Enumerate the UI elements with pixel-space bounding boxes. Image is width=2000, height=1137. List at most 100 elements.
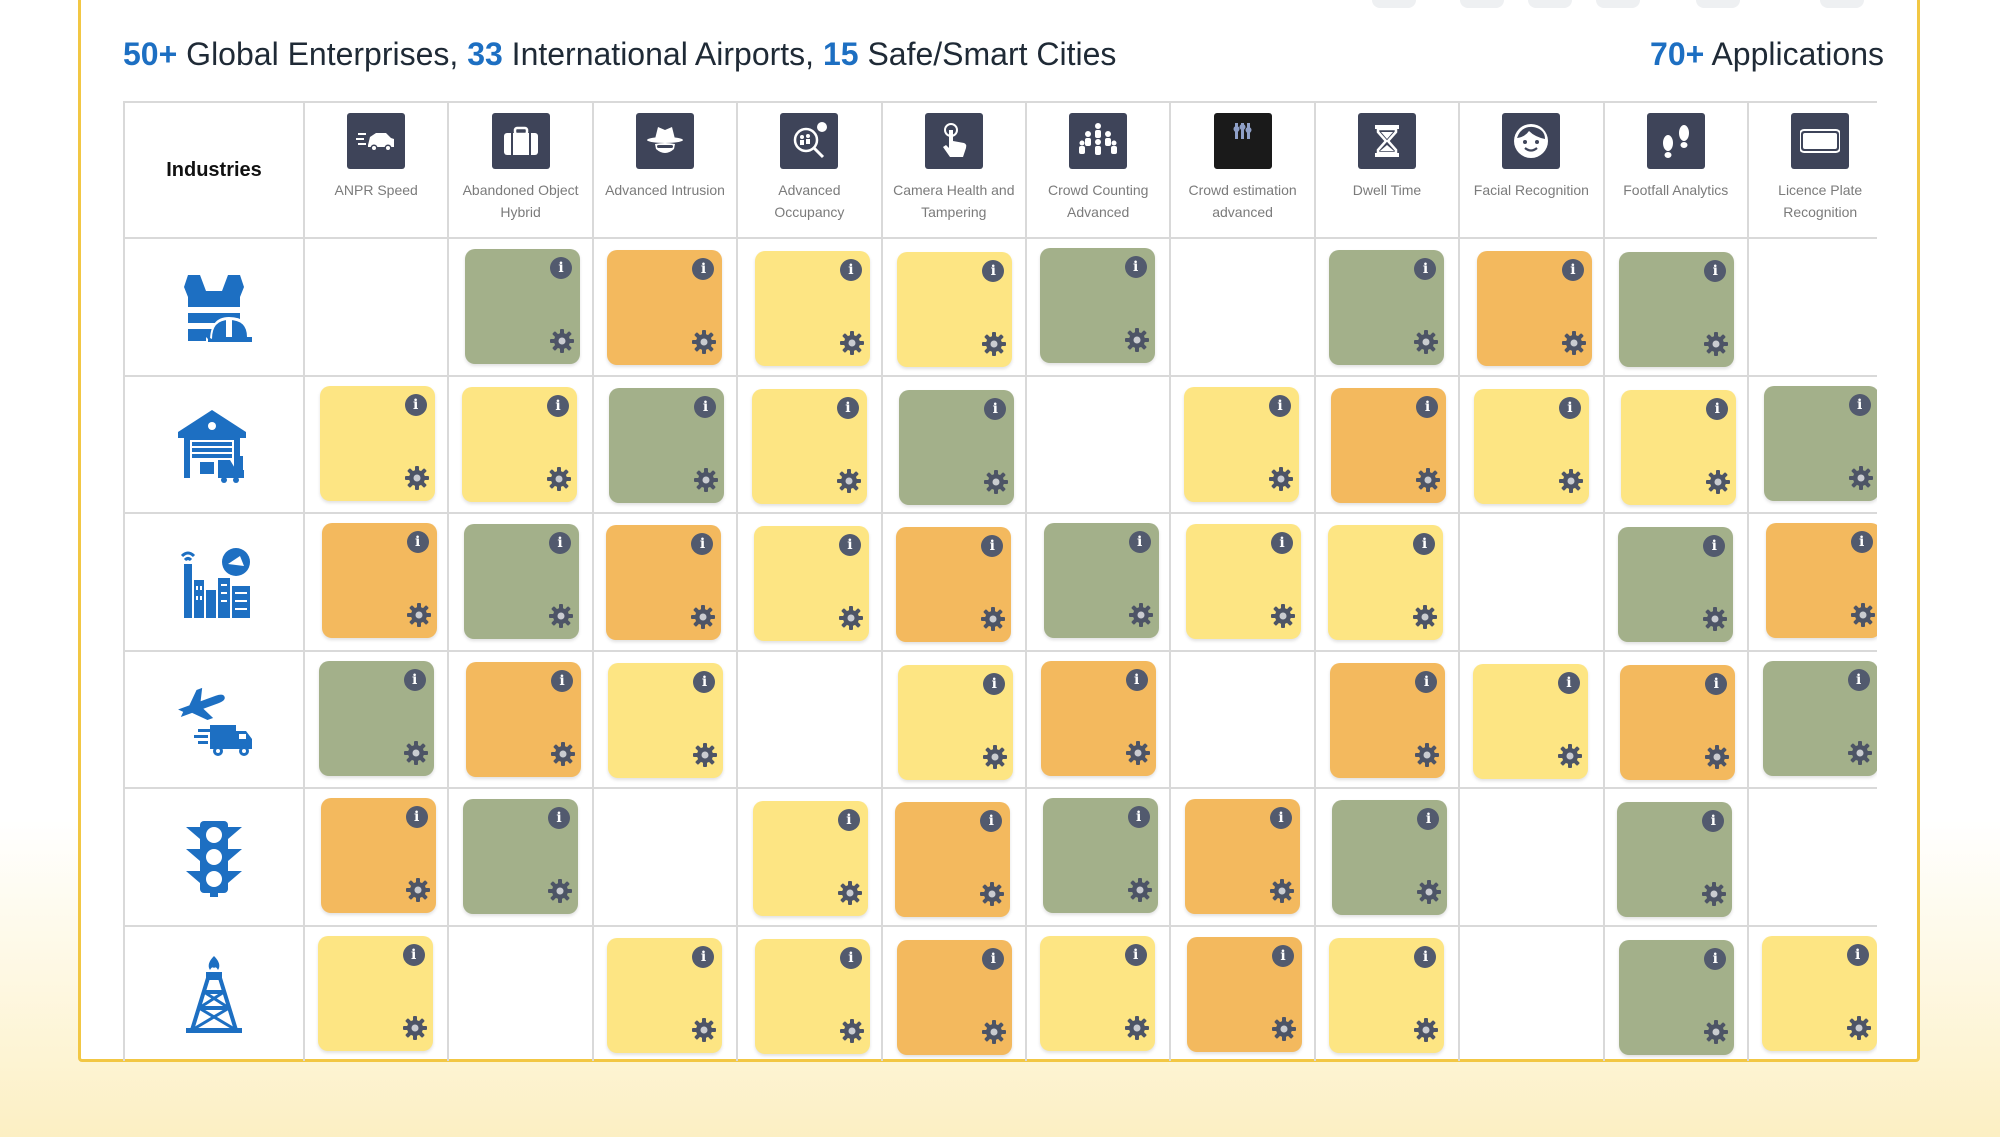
column-header[interactable]: Abandoned Object Hybrid <box>449 103 594 239</box>
column-header[interactable]: Crowd Counting Advanced <box>1027 103 1172 239</box>
capability-tile-yellow[interactable]: i <box>607 937 723 1053</box>
gear-icon[interactable] <box>1705 469 1731 500</box>
info-icon[interactable]: i <box>1416 395 1439 418</box>
gear-icon[interactable] <box>837 880 863 911</box>
capability-tile-yellow[interactable]: i <box>1473 388 1589 504</box>
column-header[interactable]: Advanced Intrusion <box>593 103 739 239</box>
capability-tile-orange[interactable]: i <box>1620 664 1736 780</box>
capability-tile-yellow[interactable]: i <box>754 938 870 1054</box>
gear-icon[interactable] <box>1413 329 1439 360</box>
info-icon[interactable]: i <box>1846 943 1869 966</box>
info-icon[interactable]: i <box>1848 393 1871 416</box>
gear-icon[interactable] <box>549 328 575 359</box>
gear-icon[interactable] <box>1703 1019 1729 1050</box>
gear-icon[interactable] <box>1413 1017 1439 1048</box>
column-header[interactable]: Footfall Analytics <box>1604 103 1749 239</box>
capability-tile-yellow[interactable]: i <box>608 662 724 778</box>
info-icon[interactable]: i <box>983 672 1006 695</box>
info-icon[interactable]: i <box>1703 535 1726 558</box>
gear-icon[interactable] <box>550 741 576 772</box>
capability-tile-green[interactable]: i <box>318 660 434 776</box>
info-icon[interactable]: i <box>1272 944 1295 967</box>
capability-tile-green[interactable]: i <box>464 524 580 640</box>
capability-tile-green[interactable]: i <box>1617 802 1733 918</box>
info-icon[interactable]: i <box>1270 807 1293 830</box>
info-icon[interactable]: i <box>1413 533 1436 556</box>
info-icon[interactable]: i <box>981 535 1004 558</box>
info-icon[interactable]: i <box>1417 808 1440 831</box>
info-icon[interactable]: i <box>1561 259 1584 282</box>
info-icon[interactable]: i <box>405 806 428 829</box>
gear-icon[interactable] <box>402 1015 428 1046</box>
capability-tile-orange[interactable]: i <box>607 250 723 366</box>
capability-tile-green[interactable]: i <box>1039 248 1155 364</box>
gear-icon[interactable] <box>839 330 865 361</box>
gear-icon[interactable] <box>1127 877 1153 908</box>
info-icon[interactable]: i <box>1850 531 1873 554</box>
capability-tile-green[interactable]: i <box>1329 250 1445 366</box>
gear-icon[interactable] <box>1703 331 1729 362</box>
capability-tile-yellow[interactable]: i <box>1184 386 1300 502</box>
capability-tile-yellow[interactable]: i <box>753 526 869 642</box>
capability-tile-green[interactable]: i <box>899 389 1015 505</box>
gear-icon[interactable] <box>1846 1015 1872 1046</box>
info-icon[interactable]: i <box>692 258 715 281</box>
info-icon[interactable]: i <box>406 531 429 554</box>
capability-tile-yellow[interactable]: i <box>898 664 1014 780</box>
column-header[interactable]: ANPR Speed <box>305 103 450 239</box>
capability-tile-green[interactable]: i <box>1332 800 1448 916</box>
capability-tile-orange[interactable]: i <box>320 798 436 914</box>
gear-icon[interactable] <box>1412 604 1438 635</box>
gear-icon[interactable] <box>403 740 429 771</box>
gear-icon[interactable] <box>981 1019 1007 1050</box>
capability-tile-green[interactable]: i <box>1619 252 1735 368</box>
info-icon[interactable]: i <box>1557 671 1580 694</box>
capability-tile-yellow[interactable]: i <box>319 385 435 501</box>
info-icon[interactable]: i <box>1124 256 1147 279</box>
capability-tile-yellow[interactable]: i <box>1039 935 1155 1051</box>
gear-icon[interactable] <box>836 468 862 499</box>
gear-icon[interactable] <box>980 606 1006 637</box>
gear-icon[interactable] <box>692 742 718 773</box>
capability-tile-orange[interactable]: i <box>1765 523 1877 639</box>
capability-tile-yellow[interactable]: i <box>1761 935 1877 1051</box>
gear-icon[interactable] <box>1271 1016 1297 1047</box>
info-icon[interactable]: i <box>1414 945 1437 968</box>
gear-icon[interactable] <box>1128 602 1154 633</box>
column-header[interactable]: Facial Recognition <box>1460 103 1605 239</box>
info-icon[interactable]: i <box>837 809 860 832</box>
gear-icon[interactable] <box>691 329 717 360</box>
gear-icon[interactable] <box>548 603 574 634</box>
gear-icon[interactable] <box>693 467 719 498</box>
gear-icon[interactable] <box>1269 878 1295 909</box>
gear-icon[interactable] <box>1561 330 1587 361</box>
capability-tile-yellow[interactable]: i <box>317 935 433 1051</box>
info-icon[interactable]: i <box>1704 947 1727 970</box>
gear-icon[interactable] <box>1414 742 1440 773</box>
info-icon[interactable]: i <box>1127 806 1150 829</box>
gear-icon[interactable] <box>405 877 431 908</box>
gear-icon[interactable] <box>839 1018 865 1049</box>
gear-icon[interactable] <box>981 331 1007 362</box>
column-header[interactable]: Crowd estimation advanced <box>1171 103 1316 239</box>
gear-icon[interactable] <box>983 469 1009 500</box>
capability-tile-green[interactable]: i <box>1043 523 1159 639</box>
column-header[interactable]: Dwell Time <box>1315 103 1461 239</box>
capability-tile-green[interactable]: i <box>1619 939 1735 1055</box>
gear-icon[interactable] <box>1850 602 1876 633</box>
capability-tile-yellow[interactable]: i <box>462 386 578 502</box>
info-icon[interactable]: i <box>694 395 717 418</box>
capability-tile-yellow[interactable]: i <box>751 388 867 504</box>
info-icon[interactable]: i <box>547 394 570 417</box>
info-icon[interactable]: i <box>1128 531 1151 554</box>
gear-icon[interactable] <box>404 465 430 496</box>
gear-icon[interactable] <box>1701 881 1727 912</box>
info-icon[interactable]: i <box>839 946 862 969</box>
gear-icon[interactable] <box>1702 606 1728 637</box>
capability-tile-orange[interactable]: i <box>897 939 1013 1055</box>
info-icon[interactable]: i <box>1705 672 1728 695</box>
gear-icon[interactable] <box>1415 467 1441 498</box>
gear-icon[interactable] <box>1848 465 1874 496</box>
info-icon[interactable]: i <box>1847 668 1870 691</box>
column-header[interactable]: Camera Health and Tampering <box>882 103 1027 239</box>
